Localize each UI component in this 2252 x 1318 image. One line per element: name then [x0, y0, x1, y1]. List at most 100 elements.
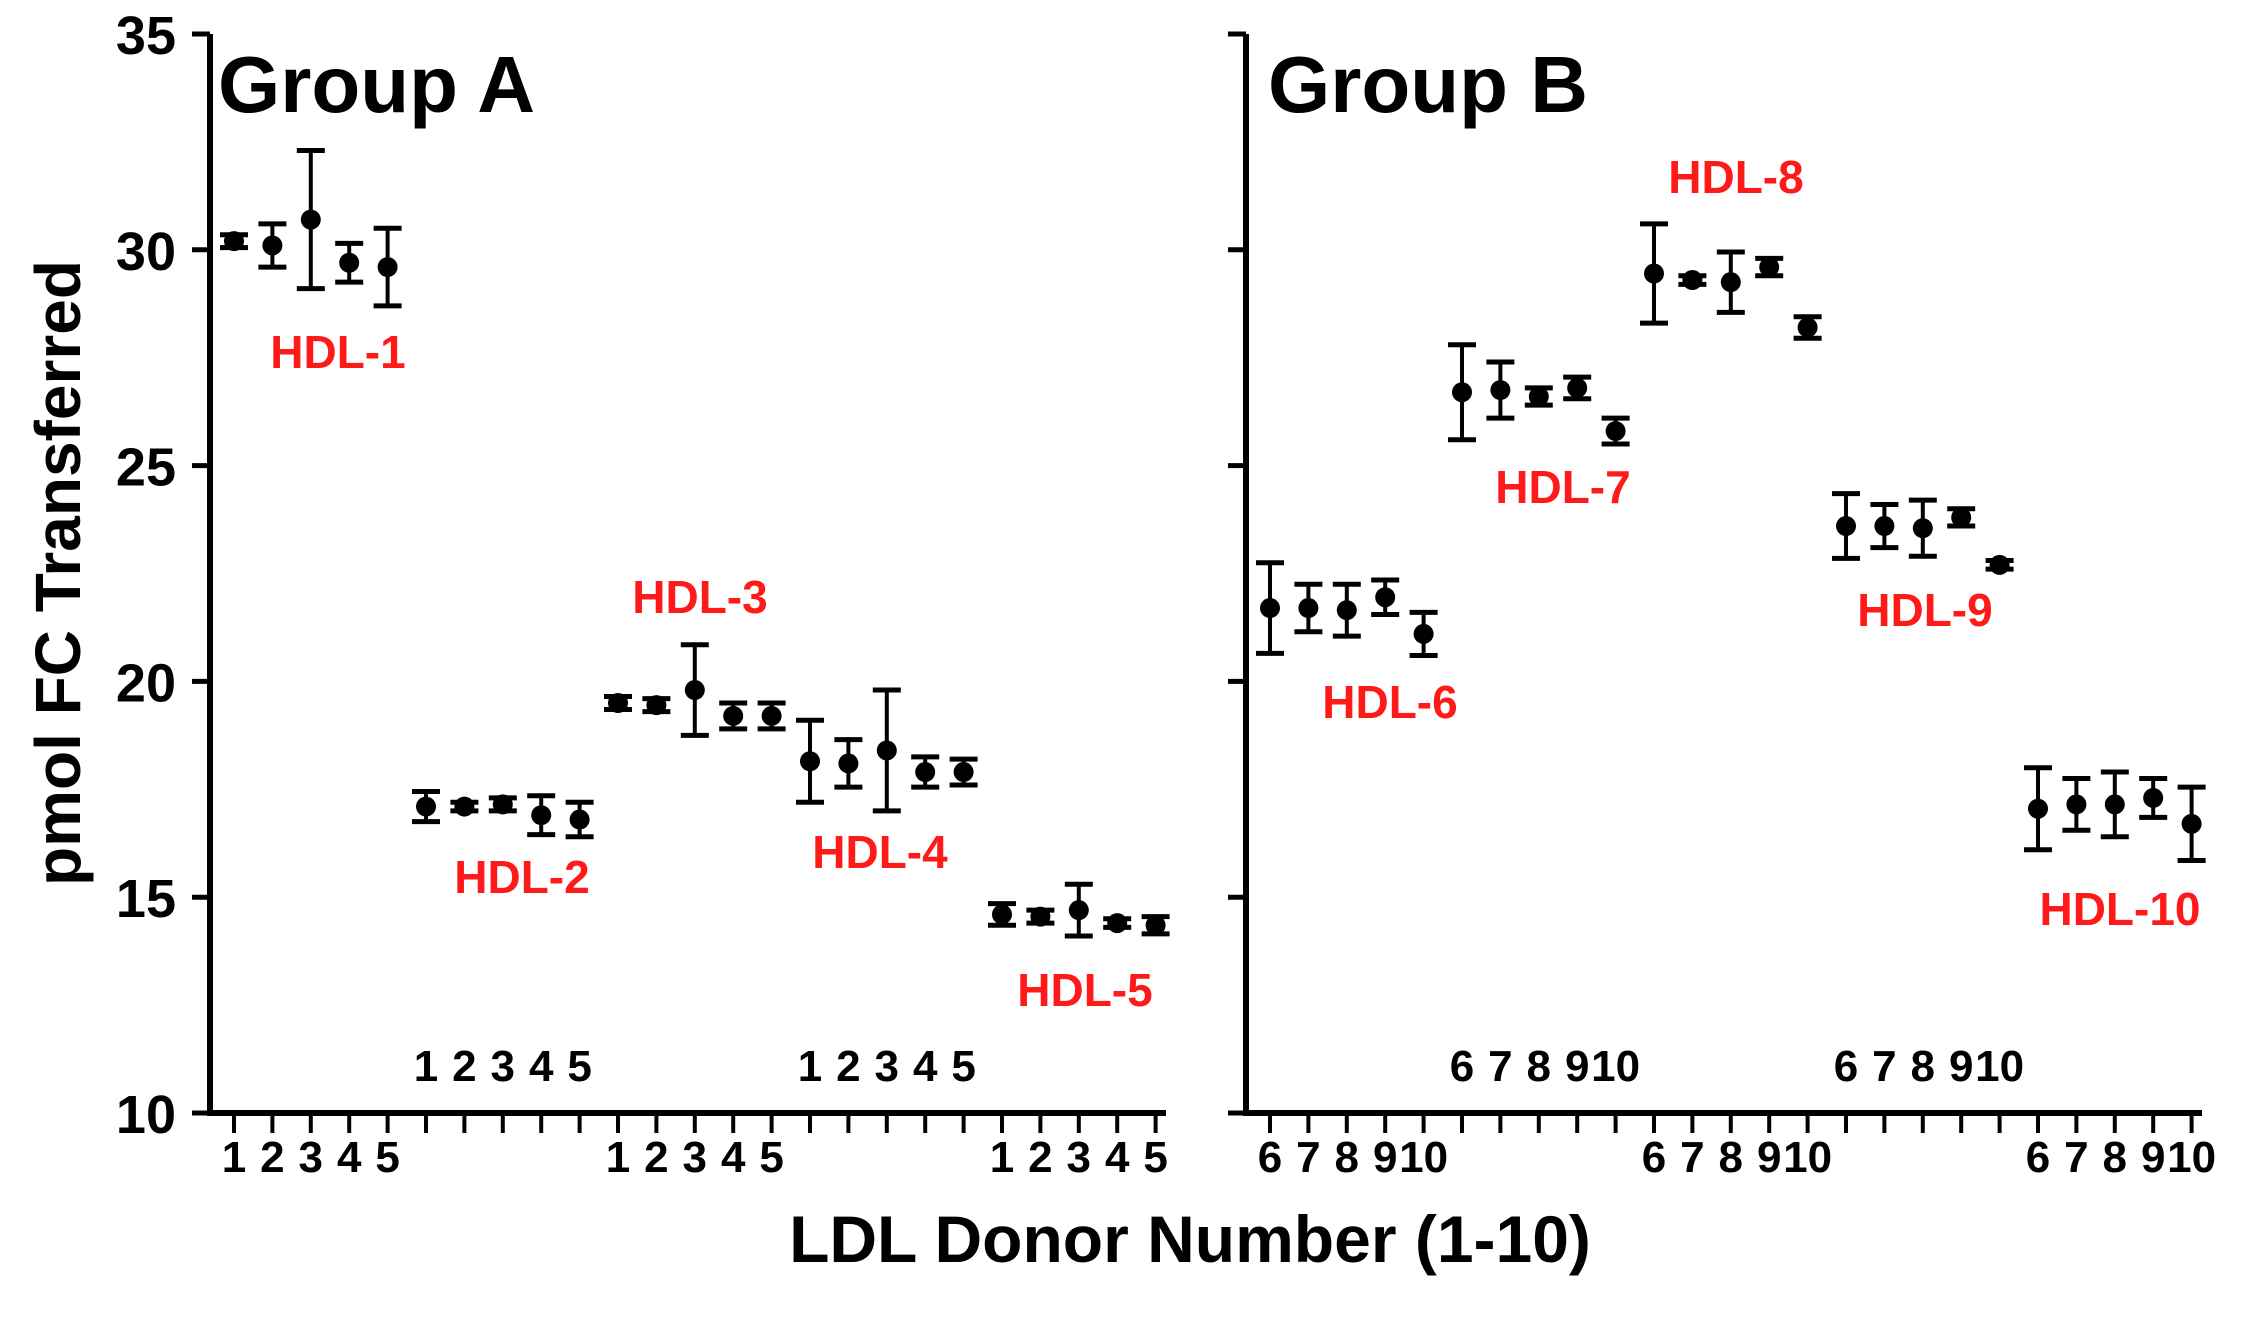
x-tick-label: 10	[2167, 1133, 2216, 1182]
x-tick-label: 3	[1067, 1133, 1091, 1182]
y-tick-label: 25	[116, 438, 176, 498]
data-point	[1490, 380, 1511, 401]
series-label: HDL-7	[1495, 461, 1630, 513]
data-point	[262, 235, 283, 256]
data-point	[1260, 598, 1280, 619]
data-point	[915, 762, 936, 783]
data-point	[2143, 787, 2164, 808]
y-tick-label: 20	[116, 653, 176, 713]
x-tick-label: 1	[222, 1133, 246, 1182]
data-point	[1298, 598, 1319, 619]
data-point	[1951, 507, 1972, 528]
inner-tick-label: 7	[1488, 1042, 1512, 1091]
inner-tick-label: 1	[798, 1042, 822, 1091]
x-axis-title: LDL Donor Number (1-10)	[789, 1202, 1591, 1276]
inner-tick-label: 9	[1565, 1042, 1589, 1091]
x-tick-label: 9	[1757, 1133, 1781, 1182]
data-point	[416, 796, 436, 817]
data-point	[1528, 386, 1549, 407]
x-tick-label: 2	[260, 1133, 284, 1182]
x-tick-label: 3	[299, 1133, 323, 1182]
marks-layer: HDL-1 HDL-2 HDL-3 HDL-4 HDL-5 HDL-6 HDL-7 HDL-8…	[220, 148, 2206, 1016]
x-tick-label: 3	[683, 1133, 707, 1182]
data-point	[1912, 518, 1933, 539]
data-point	[1452, 382, 1472, 403]
data-point	[339, 252, 360, 273]
inner-tick-label: 10	[1975, 1042, 2024, 1091]
inner-tick-label: 1	[414, 1042, 438, 1091]
data-point	[1145, 915, 1166, 936]
inner-tick-label: 3	[491, 1042, 515, 1091]
x-tick-label: 5	[759, 1133, 783, 1182]
series-label: HDL-8	[1668, 151, 1803, 203]
data-point	[1836, 516, 1856, 537]
x-tick-label: 7	[1296, 1133, 1320, 1182]
data-point	[838, 753, 859, 774]
data-point	[2181, 813, 2202, 834]
series-label: HDL-1	[270, 326, 405, 378]
x-tick-label: 9	[2141, 1133, 2165, 1182]
x-tick-label: 10	[1399, 1133, 1448, 1182]
inner-tick-label: 2	[452, 1042, 476, 1091]
x-tick-label: 5	[1143, 1133, 1167, 1182]
x-tick-label: 6	[1258, 1133, 1282, 1182]
data-point	[992, 904, 1012, 925]
data-point	[723, 705, 744, 726]
data-point	[300, 209, 321, 230]
inner-tick-label: 8	[1527, 1042, 1551, 1091]
data-point	[2028, 798, 2048, 819]
data-point	[876, 740, 897, 761]
data-point	[1605, 421, 1626, 442]
x-tick-label: 7	[1680, 1133, 1704, 1182]
x-tick-label: 2	[644, 1133, 668, 1182]
x-tick-label: 8	[1719, 1133, 1743, 1182]
x-tick-label: 4	[337, 1133, 362, 1182]
data-point	[1874, 516, 1895, 537]
data-point	[531, 805, 552, 826]
inner-tick-label: 4	[529, 1042, 554, 1091]
data-point	[569, 809, 590, 830]
x-tick-label: 8	[2103, 1133, 2127, 1182]
x-tick-label: 8	[1335, 1133, 1359, 1182]
data-point	[1797, 317, 1818, 338]
series-label: HDL-10	[2039, 883, 2200, 935]
data-point	[1759, 257, 1780, 278]
x-tick-label: 1	[990, 1133, 1014, 1182]
data-point	[646, 695, 667, 716]
y-tick-label: 15	[116, 869, 176, 929]
x-tick-label: 6	[1642, 1133, 1666, 1182]
x-tick-label: 2	[1028, 1133, 1052, 1182]
data-point	[608, 692, 628, 713]
x-tick-label: 9	[1373, 1133, 1397, 1182]
data-point	[1567, 377, 1588, 398]
data-point	[1336, 600, 1357, 621]
y-tick-label: 10	[116, 1085, 176, 1145]
inner-tick-label: 6	[1450, 1042, 1474, 1091]
series-label: HDL-9	[1857, 584, 1992, 636]
x-tick-label: 7	[2064, 1133, 2088, 1182]
data-point	[1644, 263, 1664, 284]
data-point	[2104, 794, 2125, 815]
inner-tick-label: 5	[951, 1042, 975, 1091]
series-label: HDL-3	[632, 571, 767, 623]
y-tick-label: 35	[116, 6, 176, 66]
data-point	[2066, 794, 2087, 815]
panel-title: Group B	[1268, 40, 1588, 129]
inner-tick-label: 6	[1834, 1042, 1858, 1091]
inner-tick-label: 9	[1949, 1042, 1973, 1091]
data-point	[492, 794, 513, 815]
inner-tick-label: 10	[1591, 1042, 1640, 1091]
inner-tick-label: 3	[875, 1042, 899, 1091]
series-label: HDL-5	[1017, 964, 1152, 1016]
data-point	[1030, 906, 1051, 927]
x-tick-label: 5	[375, 1133, 399, 1182]
x-tick-label: 4	[721, 1133, 746, 1182]
data-point	[224, 231, 244, 252]
inner-tick-label: 5	[567, 1042, 591, 1091]
data-point	[454, 796, 475, 817]
series-label: HDL-2	[454, 851, 589, 903]
data-point	[1413, 623, 1434, 644]
inner-tick-label: 4	[913, 1042, 938, 1091]
